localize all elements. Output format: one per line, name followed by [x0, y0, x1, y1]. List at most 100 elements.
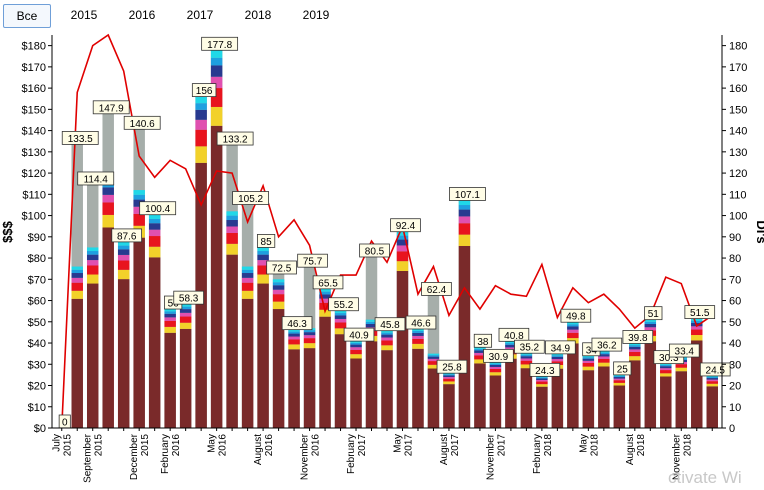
bar-seg-14-1 [272, 301, 285, 310]
bar-seg-9-5 [195, 103, 207, 110]
data-label-23: 46.6 [405, 315, 437, 330]
bar-seg-23-2 [412, 338, 424, 344]
bar-seg-37-3 [629, 349, 641, 352]
bar-seg-39-0 [660, 376, 672, 428]
bar-seg-28-2 [489, 368, 502, 373]
data-label-31: 24.3 [529, 362, 561, 377]
data-label-box-32 [545, 340, 576, 355]
bar-seg-40-1 [675, 367, 688, 372]
bar-seg-30-2 [520, 360, 533, 365]
tab-2016[interactable]: 2016 [128, 8, 156, 22]
bar-seg-16-0 [303, 348, 316, 428]
tab-2019[interactable]: 2019 [302, 8, 330, 22]
y-tick-label-7: $70 [28, 274, 46, 286]
bar-seg-24-0 [427, 368, 440, 428]
y-tick-label-15: $150 [22, 104, 46, 116]
bar-seg-18-3 [334, 318, 347, 323]
bar-seg-2-3 [86, 260, 99, 266]
bar-seg-26-0 [458, 245, 471, 428]
bar-seg-24-1 [427, 364, 440, 369]
data-label-box-4 [111, 228, 142, 243]
bar-seg-36-4 [613, 377, 626, 379]
bar-seg-3-2 [102, 202, 114, 215]
bar-seg-27-0 [474, 363, 486, 428]
bar-seg-40-2 [675, 364, 688, 368]
tab-2017[interactable]: 2017 [186, 8, 214, 22]
bar-seg-8-5 [179, 306, 192, 310]
y2-tick-label-18: 180 [729, 41, 747, 53]
data-label-22: 92.4 [390, 218, 421, 232]
bar-seg-14-0 [272, 309, 285, 428]
bar-seg-7-0 [164, 332, 176, 428]
bar-seg-34-5 [582, 357, 595, 359]
data-label-box-16 [297, 253, 328, 268]
bar-seg-12-2 [241, 282, 254, 291]
bar-seg-25-5 [443, 374, 455, 376]
data-label-box-29 [498, 327, 530, 342]
data-label-text-38: 51 [648, 309, 660, 320]
data-label-box-2 [77, 171, 115, 186]
bar-seg-19-2 [350, 349, 362, 355]
y2-tick-label-4: 40 [729, 338, 741, 350]
bar-seg-42-6 [706, 375, 718, 377]
y-tick-label-10: $100 [22, 211, 46, 223]
data-label-box-15 [281, 316, 313, 331]
x-label-9: August [439, 434, 450, 465]
bar-seg-7-6 [164, 309, 176, 312]
bar-seg-33-3 [567, 329, 579, 333]
data-label-15: 46.3 [281, 316, 313, 331]
bar-seg-4-3 [117, 254, 130, 261]
data-label-35: 36.2 [591, 337, 623, 352]
data-label-text-0: 0 [62, 418, 68, 429]
bar-seg-17-2 [319, 302, 331, 310]
bar-seg-26-6 [458, 200, 471, 206]
bar-seg-32-5 [551, 355, 564, 357]
bar-seg-23-3 [412, 335, 424, 339]
bar-seg-21-4 [381, 334, 393, 338]
bar-seg-34-6 [582, 355, 595, 358]
data-label-text-18: 55.2 [334, 300, 354, 311]
data-label-box-17 [312, 275, 344, 290]
bar-seg-31-3 [536, 379, 548, 382]
x-label-5: August [253, 434, 264, 465]
bar-seg-12-5 [241, 269, 254, 274]
data-label-box-9 [191, 83, 217, 98]
data-label-2: 114.4 [77, 171, 115, 186]
data-label-text-16: 75.7 [303, 257, 323, 268]
bar-seg-18-6 [334, 310, 347, 314]
bar-seg-15-5 [288, 331, 300, 334]
y-tick-label-13: $130 [22, 147, 46, 159]
bar-seg-20-6 [365, 319, 378, 322]
y2-tick-label-1: 10 [729, 402, 741, 414]
bar-seg-14-3 [272, 289, 285, 295]
bar-seg-7-3 [164, 317, 176, 321]
data-label-box-12 [232, 191, 270, 205]
data-label-21: 45.8 [374, 317, 406, 331]
tab-2015[interactable]: 2015 [70, 8, 98, 22]
bar-seg-18-0 [334, 334, 347, 428]
data-label-text-25: 25.8 [442, 363, 462, 374]
bar-seg-30-6 [520, 353, 533, 355]
bar-seg-23-4 [412, 332, 424, 336]
y2-tick-label-5: 50 [729, 317, 741, 329]
data-label-box-35 [591, 337, 623, 352]
bar-seg-1-0 [71, 298, 83, 428]
ticks-group: $0 $10 $20 $30 $40 $50 $60 $70 $80 $90 $100 $110 $12… [22, 41, 748, 483]
bar-seg-16-3 [303, 335, 316, 339]
y2-tick-label-7: 70 [729, 274, 741, 286]
data-label-text-14: 72.5 [272, 263, 292, 274]
bar-seg-8-0 [179, 328, 192, 428]
bar-seg-4-5 [117, 245, 130, 250]
x-label-year-0: 2015 [63, 434, 74, 457]
bar-seg-34-3 [582, 360, 595, 363]
bar-seg-41-6 [691, 318, 703, 321]
bar-seg-37-1 [629, 356, 641, 361]
data-label-37: 39.8 [622, 330, 654, 344]
bar-seg-30-1 [520, 364, 533, 369]
bar-seg-31-0 [536, 386, 548, 428]
bar-seg-36-6 [613, 374, 626, 376]
tab-all[interactable]: Все [3, 4, 51, 28]
bar-seg-34-0 [582, 370, 595, 428]
tab-2018[interactable]: 2018 [244, 8, 272, 22]
